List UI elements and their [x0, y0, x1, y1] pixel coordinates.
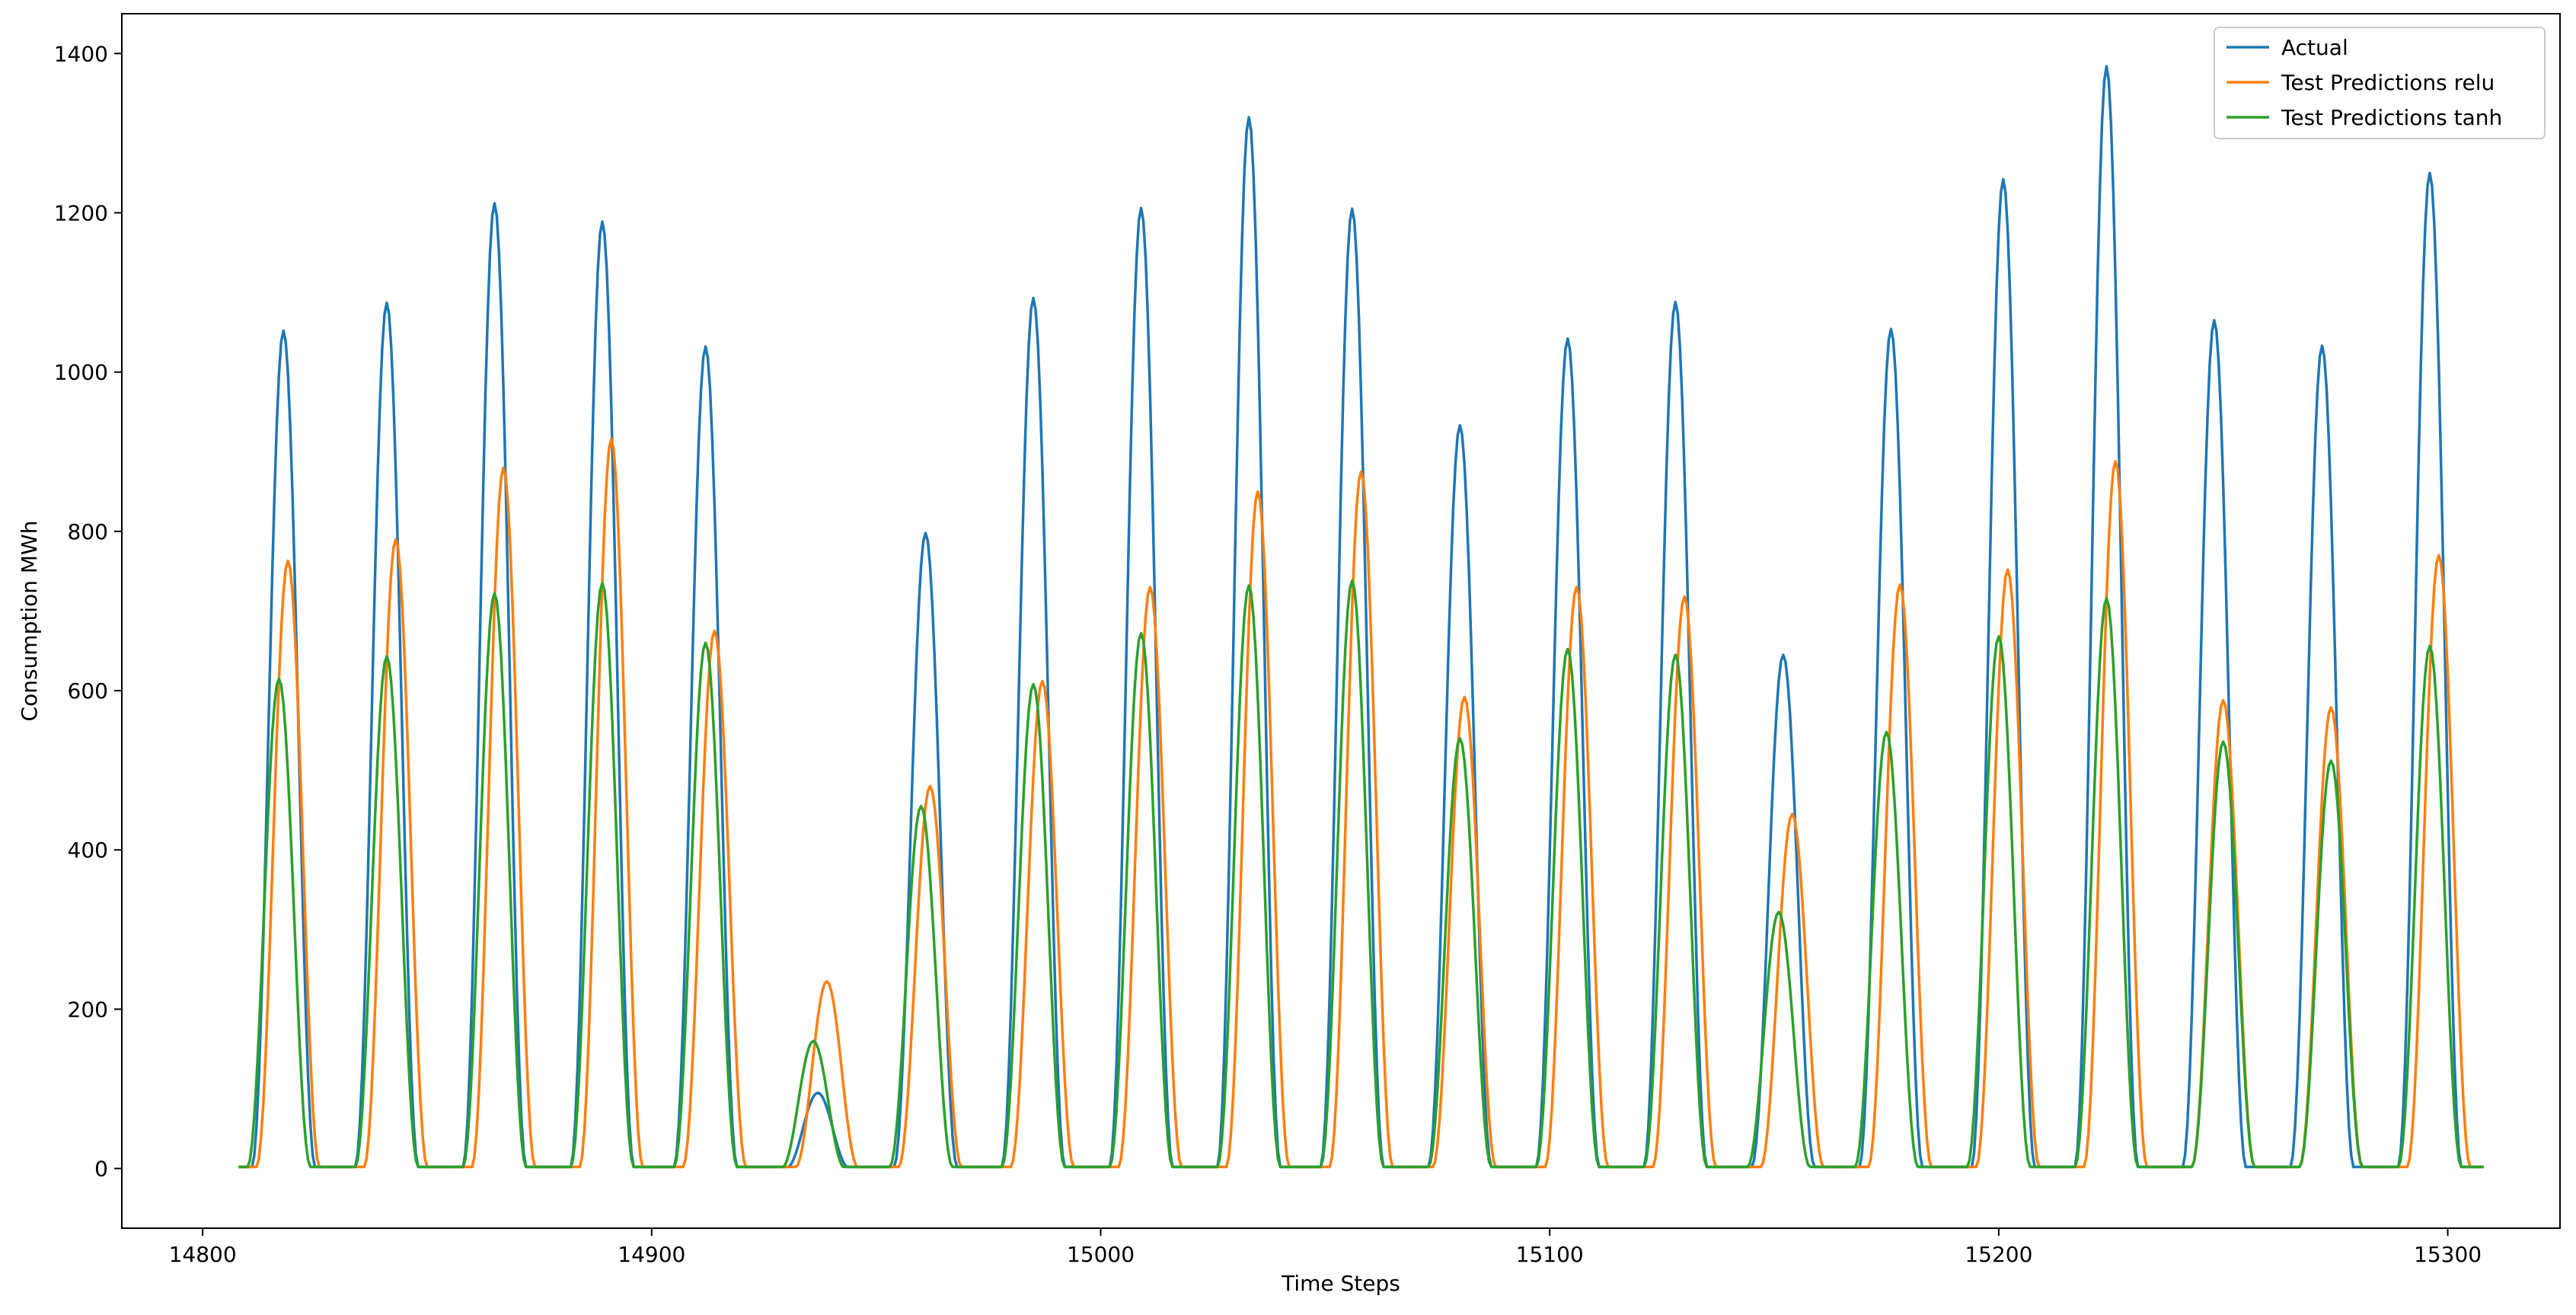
x-tick-label: 14900 — [618, 1242, 685, 1267]
x-tick-label: 15100 — [1516, 1242, 1584, 1267]
legend-box — [2214, 27, 2546, 139]
y-tick-label: 200 — [68, 997, 108, 1022]
x-tick-label: 14800 — [169, 1242, 237, 1267]
series-line-1 — [238, 65, 2484, 1169]
legend-label: Test Predictions relu — [2281, 70, 2495, 95]
legend-label: Actual — [2281, 35, 2348, 60]
x-tick-label: 15200 — [1965, 1242, 2032, 1267]
x-axis-label: Time Steps — [1281, 1271, 1400, 1296]
y-tick-label: 1200 — [54, 200, 108, 225]
y-tick-label: 400 — [68, 838, 108, 863]
legend-label: Test Predictions tanh — [2281, 105, 2502, 130]
y-tick-label: 600 — [68, 678, 108, 704]
plot-frame — [121, 13, 2561, 1229]
legend: Actual Test Predictions relu Test Predicti… — [2214, 27, 2546, 139]
y-tick-label: 0 — [94, 1157, 108, 1182]
y-tick-label: 1400 — [54, 41, 108, 66]
y-tick-label: 1000 — [54, 360, 108, 385]
y-ticks: 0 200 400 600 800 1000 1200 1400 — [54, 41, 122, 1182]
x-tick-label: 15300 — [2414, 1242, 2482, 1267]
y-tick-label: 800 — [68, 519, 108, 544]
x-tick-label: 15000 — [1067, 1242, 1135, 1267]
series-line-2 — [238, 437, 2484, 1169]
series-layer — [238, 65, 2484, 1169]
x-ticks: 14800 14900 15000 15100 15200 15300 — [169, 1228, 2482, 1267]
series-line-3 — [238, 579, 2484, 1169]
y-axis-label: Consumption MWh — [17, 521, 42, 722]
